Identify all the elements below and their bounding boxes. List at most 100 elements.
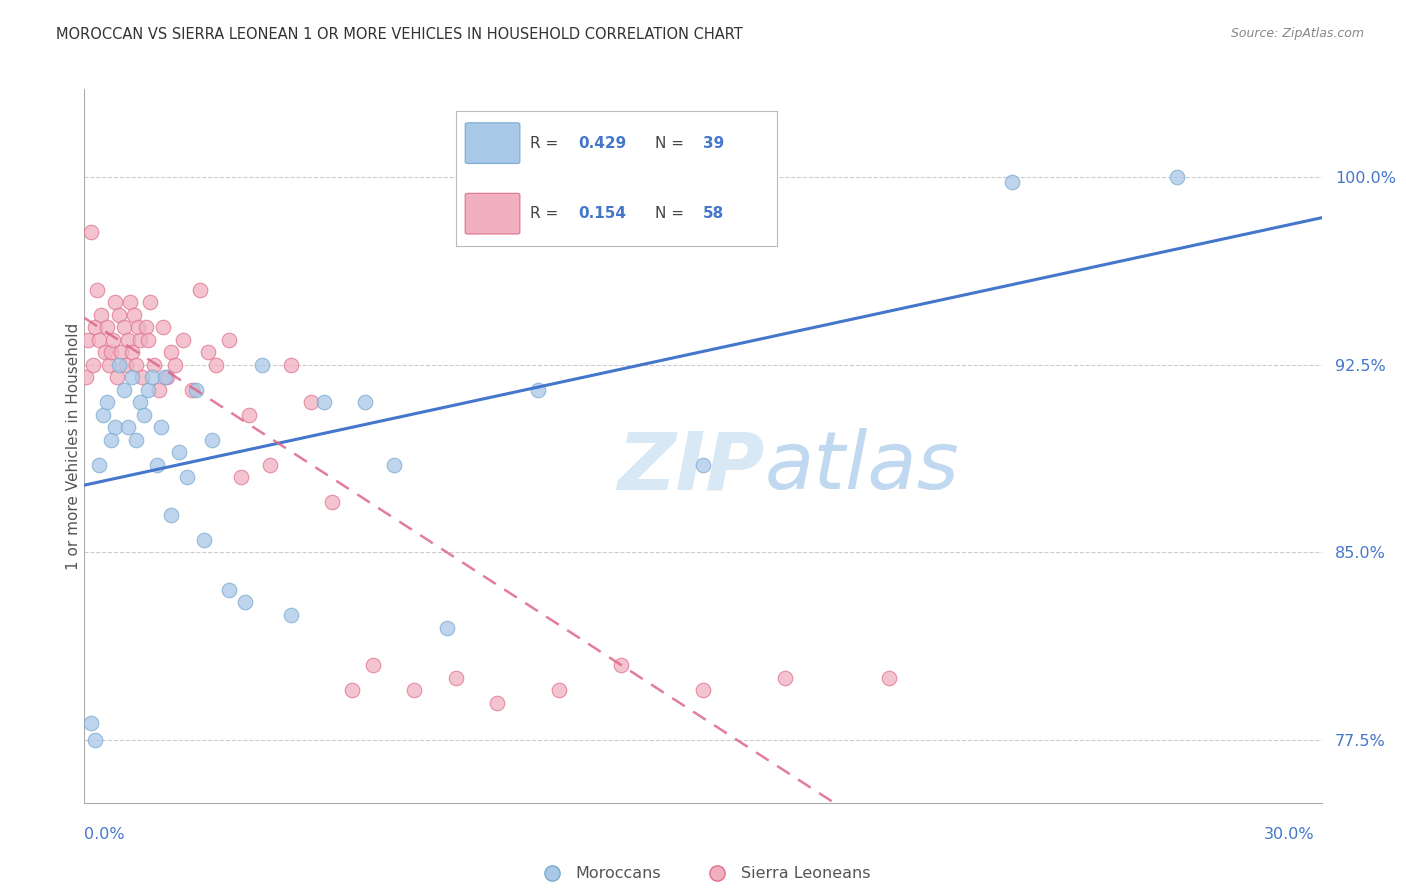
Text: 30.0%: 30.0% bbox=[1264, 827, 1315, 841]
Point bbox=[238, 408, 260, 422]
Point bbox=[436, 621, 458, 635]
Point bbox=[312, 395, 335, 409]
Point bbox=[77, 333, 100, 347]
Point bbox=[122, 308, 145, 322]
Point bbox=[108, 358, 131, 372]
Point bbox=[156, 370, 179, 384]
Point bbox=[105, 370, 128, 384]
Point bbox=[250, 358, 273, 372]
Point bbox=[692, 683, 714, 698]
Point bbox=[103, 333, 125, 347]
Point bbox=[100, 345, 122, 359]
Point bbox=[1166, 169, 1188, 184]
Point bbox=[527, 383, 550, 397]
Point bbox=[153, 370, 176, 384]
Point bbox=[96, 395, 118, 409]
Point bbox=[609, 658, 631, 673]
Point bbox=[121, 370, 143, 384]
Point bbox=[233, 595, 256, 609]
Point bbox=[125, 358, 148, 372]
Text: Source: ZipAtlas.com: Source: ZipAtlas.com bbox=[1230, 27, 1364, 40]
Point bbox=[121, 345, 143, 359]
Text: MOROCCAN VS SIERRA LEONEAN 1 OR MORE VEHICLES IN HOUSEHOLD CORRELATION CHART: MOROCCAN VS SIERRA LEONEAN 1 OR MORE VEH… bbox=[56, 27, 742, 42]
Point bbox=[280, 607, 302, 622]
Point bbox=[127, 320, 149, 334]
Point bbox=[229, 470, 252, 484]
Point bbox=[79, 225, 101, 239]
Point bbox=[160, 508, 183, 522]
Point bbox=[184, 383, 207, 397]
Point bbox=[104, 295, 127, 310]
Point bbox=[91, 408, 114, 422]
Point bbox=[129, 333, 152, 347]
Point bbox=[104, 420, 127, 434]
Point bbox=[87, 458, 110, 472]
Y-axis label: 1 or more Vehicles in Household: 1 or more Vehicles in Household bbox=[66, 322, 80, 570]
Point bbox=[129, 395, 152, 409]
Point bbox=[94, 345, 117, 359]
Text: 0.0%: 0.0% bbox=[84, 827, 125, 841]
Point bbox=[100, 433, 122, 447]
Point bbox=[547, 683, 569, 698]
Point bbox=[188, 283, 211, 297]
Point bbox=[86, 283, 108, 297]
Point bbox=[172, 333, 194, 347]
Point bbox=[877, 671, 900, 685]
Point bbox=[110, 345, 132, 359]
Point bbox=[75, 370, 97, 384]
Point bbox=[118, 295, 141, 310]
Point bbox=[167, 445, 190, 459]
Point bbox=[205, 358, 228, 372]
Point bbox=[193, 533, 215, 547]
Point bbox=[218, 333, 240, 347]
Point bbox=[382, 458, 405, 472]
Point bbox=[141, 370, 163, 384]
Point bbox=[108, 308, 131, 322]
Point bbox=[135, 320, 157, 334]
Point bbox=[131, 370, 153, 384]
Point bbox=[117, 333, 139, 347]
Point bbox=[82, 358, 104, 372]
Text: atlas: atlas bbox=[765, 428, 960, 507]
Point bbox=[280, 358, 302, 372]
Point bbox=[321, 495, 343, 509]
Point bbox=[165, 358, 187, 372]
Point bbox=[176, 470, 198, 484]
Point bbox=[1001, 175, 1024, 189]
Point bbox=[90, 308, 112, 322]
Point bbox=[143, 358, 166, 372]
Point bbox=[485, 696, 508, 710]
Point bbox=[201, 433, 224, 447]
Point bbox=[117, 420, 139, 434]
Point bbox=[361, 658, 384, 673]
Point bbox=[136, 383, 159, 397]
Text: ZIP: ZIP bbox=[617, 428, 765, 507]
Point bbox=[259, 458, 281, 472]
Point bbox=[775, 671, 797, 685]
Point bbox=[83, 320, 105, 334]
Point bbox=[149, 420, 172, 434]
Point bbox=[125, 433, 148, 447]
Point bbox=[180, 383, 202, 397]
Point bbox=[342, 683, 364, 698]
Point bbox=[83, 733, 105, 747]
Point bbox=[98, 358, 121, 372]
Point bbox=[114, 358, 136, 372]
Point bbox=[692, 458, 714, 472]
Point bbox=[197, 345, 219, 359]
Point bbox=[134, 408, 156, 422]
Point bbox=[139, 295, 162, 310]
Point bbox=[444, 671, 467, 685]
Point bbox=[404, 683, 426, 698]
Point bbox=[218, 582, 240, 597]
Point bbox=[148, 383, 170, 397]
Point bbox=[136, 333, 159, 347]
Point bbox=[112, 320, 135, 334]
Point bbox=[96, 320, 118, 334]
Point bbox=[112, 383, 135, 397]
Point bbox=[152, 320, 174, 334]
Point bbox=[145, 458, 167, 472]
Legend: Moroccans, Sierra Leoneans: Moroccans, Sierra Leoneans bbox=[529, 860, 877, 888]
Point bbox=[353, 395, 375, 409]
Point bbox=[87, 333, 110, 347]
